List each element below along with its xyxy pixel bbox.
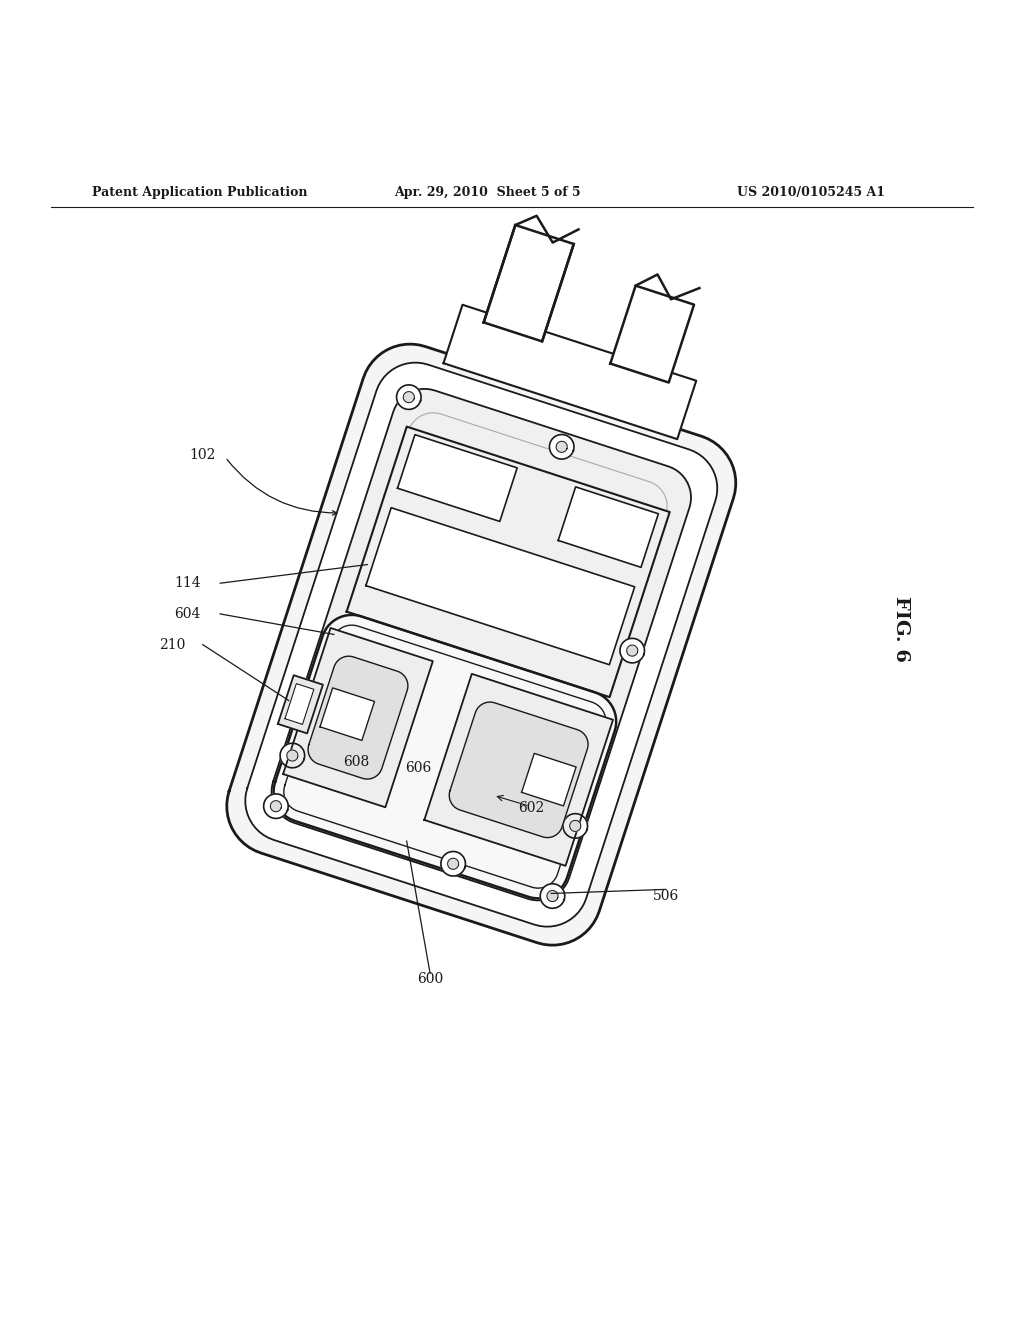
Text: 604: 604 [174,607,201,620]
Polygon shape [541,884,565,908]
Text: 600: 600 [417,973,443,986]
Polygon shape [270,801,282,812]
Text: FIG. 6: FIG. 6 [892,597,910,663]
Polygon shape [483,224,573,342]
Polygon shape [424,673,613,866]
Polygon shape [347,426,670,697]
Polygon shape [246,363,717,927]
Polygon shape [569,821,581,832]
Polygon shape [285,684,314,725]
Polygon shape [308,656,408,779]
Text: 506: 506 [652,888,679,903]
Polygon shape [273,615,616,899]
Polygon shape [563,813,588,838]
Polygon shape [403,392,415,403]
Polygon shape [287,750,298,762]
Text: US 2010/0105245 A1: US 2010/0105245 A1 [737,186,886,198]
Polygon shape [396,385,421,409]
Polygon shape [558,487,658,568]
Polygon shape [620,639,644,663]
Polygon shape [271,389,691,900]
Polygon shape [278,676,323,734]
Polygon shape [263,793,288,818]
Polygon shape [547,891,558,902]
Polygon shape [521,754,577,807]
Polygon shape [450,702,588,838]
Text: 114: 114 [174,577,201,590]
Polygon shape [441,851,466,876]
Polygon shape [550,434,574,459]
Polygon shape [227,345,735,945]
Text: Apr. 29, 2010  Sheet 5 of 5: Apr. 29, 2010 Sheet 5 of 5 [394,186,581,198]
Polygon shape [319,688,375,741]
Text: 608: 608 [343,755,370,768]
Polygon shape [281,743,304,768]
Polygon shape [556,441,567,453]
Text: 602: 602 [517,801,544,816]
Polygon shape [610,285,694,383]
Polygon shape [627,645,638,656]
FancyArrowPatch shape [227,459,337,515]
Text: 102: 102 [189,449,216,462]
Polygon shape [447,858,459,870]
Polygon shape [397,434,517,521]
Text: Patent Application Publication: Patent Application Publication [92,186,307,198]
Text: 606: 606 [406,760,432,775]
Text: 210: 210 [159,638,185,652]
Polygon shape [366,508,635,665]
Polygon shape [443,305,696,440]
Polygon shape [283,628,433,808]
